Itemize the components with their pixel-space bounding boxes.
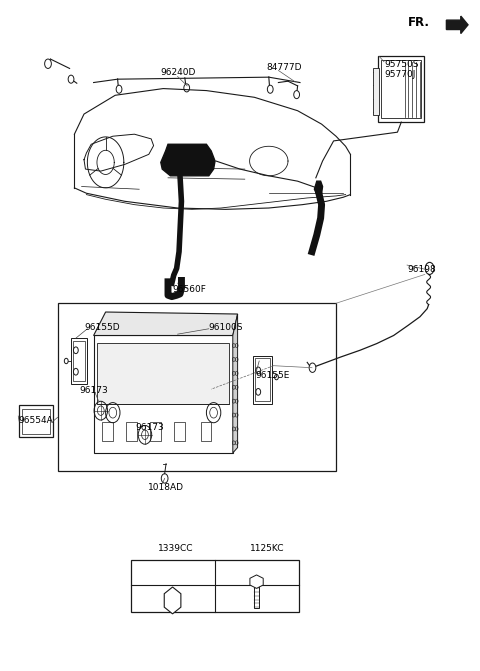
Circle shape bbox=[425, 262, 434, 274]
Bar bbox=[378, 56, 424, 122]
Bar bbox=[373, 68, 379, 115]
Text: 96240D: 96240D bbox=[161, 68, 196, 77]
Bar bbox=[381, 60, 421, 118]
Text: 95770J: 95770J bbox=[384, 70, 415, 79]
Bar bbox=[126, 422, 137, 441]
Text: 84777D: 84777D bbox=[266, 62, 302, 72]
Bar bbox=[22, 409, 50, 434]
Bar bbox=[102, 422, 113, 441]
Bar bbox=[58, 303, 336, 471]
Circle shape bbox=[116, 85, 122, 93]
Bar bbox=[255, 358, 270, 401]
Circle shape bbox=[294, 91, 300, 99]
Text: 1125KC: 1125KC bbox=[250, 544, 284, 553]
Circle shape bbox=[68, 75, 74, 83]
Bar bbox=[253, 356, 272, 404]
Bar bbox=[201, 422, 211, 441]
Text: 96198: 96198 bbox=[407, 265, 436, 274]
Circle shape bbox=[309, 363, 316, 372]
Text: 96155D: 96155D bbox=[84, 323, 120, 332]
Bar bbox=[19, 405, 53, 437]
Circle shape bbox=[64, 358, 68, 364]
Polygon shape bbox=[233, 314, 238, 453]
Bar bbox=[73, 341, 85, 381]
Text: 96173: 96173 bbox=[79, 386, 108, 395]
Text: 95750S: 95750S bbox=[384, 60, 419, 69]
Bar bbox=[254, 582, 259, 609]
Polygon shape bbox=[446, 16, 468, 34]
Text: 96554A: 96554A bbox=[18, 416, 53, 425]
Text: 96155E: 96155E bbox=[256, 371, 290, 380]
Circle shape bbox=[267, 85, 273, 93]
Text: 1018AD: 1018AD bbox=[148, 483, 184, 493]
Polygon shape bbox=[164, 587, 181, 614]
Bar bbox=[97, 342, 229, 403]
Circle shape bbox=[45, 59, 51, 68]
Polygon shape bbox=[161, 144, 215, 176]
Bar bbox=[131, 560, 299, 612]
Text: 96100S: 96100S bbox=[209, 323, 243, 332]
Polygon shape bbox=[250, 575, 263, 588]
Bar bbox=[94, 336, 233, 453]
Bar bbox=[174, 422, 185, 441]
Polygon shape bbox=[314, 181, 323, 195]
Polygon shape bbox=[94, 312, 238, 336]
Text: 96560F: 96560F bbox=[173, 285, 207, 295]
Text: 1339CC: 1339CC bbox=[158, 544, 194, 553]
Circle shape bbox=[184, 84, 190, 92]
Circle shape bbox=[275, 374, 278, 380]
Bar bbox=[71, 338, 87, 384]
Bar bbox=[150, 422, 161, 441]
Text: FR.: FR. bbox=[408, 16, 430, 30]
Text: 96173: 96173 bbox=[136, 423, 165, 432]
